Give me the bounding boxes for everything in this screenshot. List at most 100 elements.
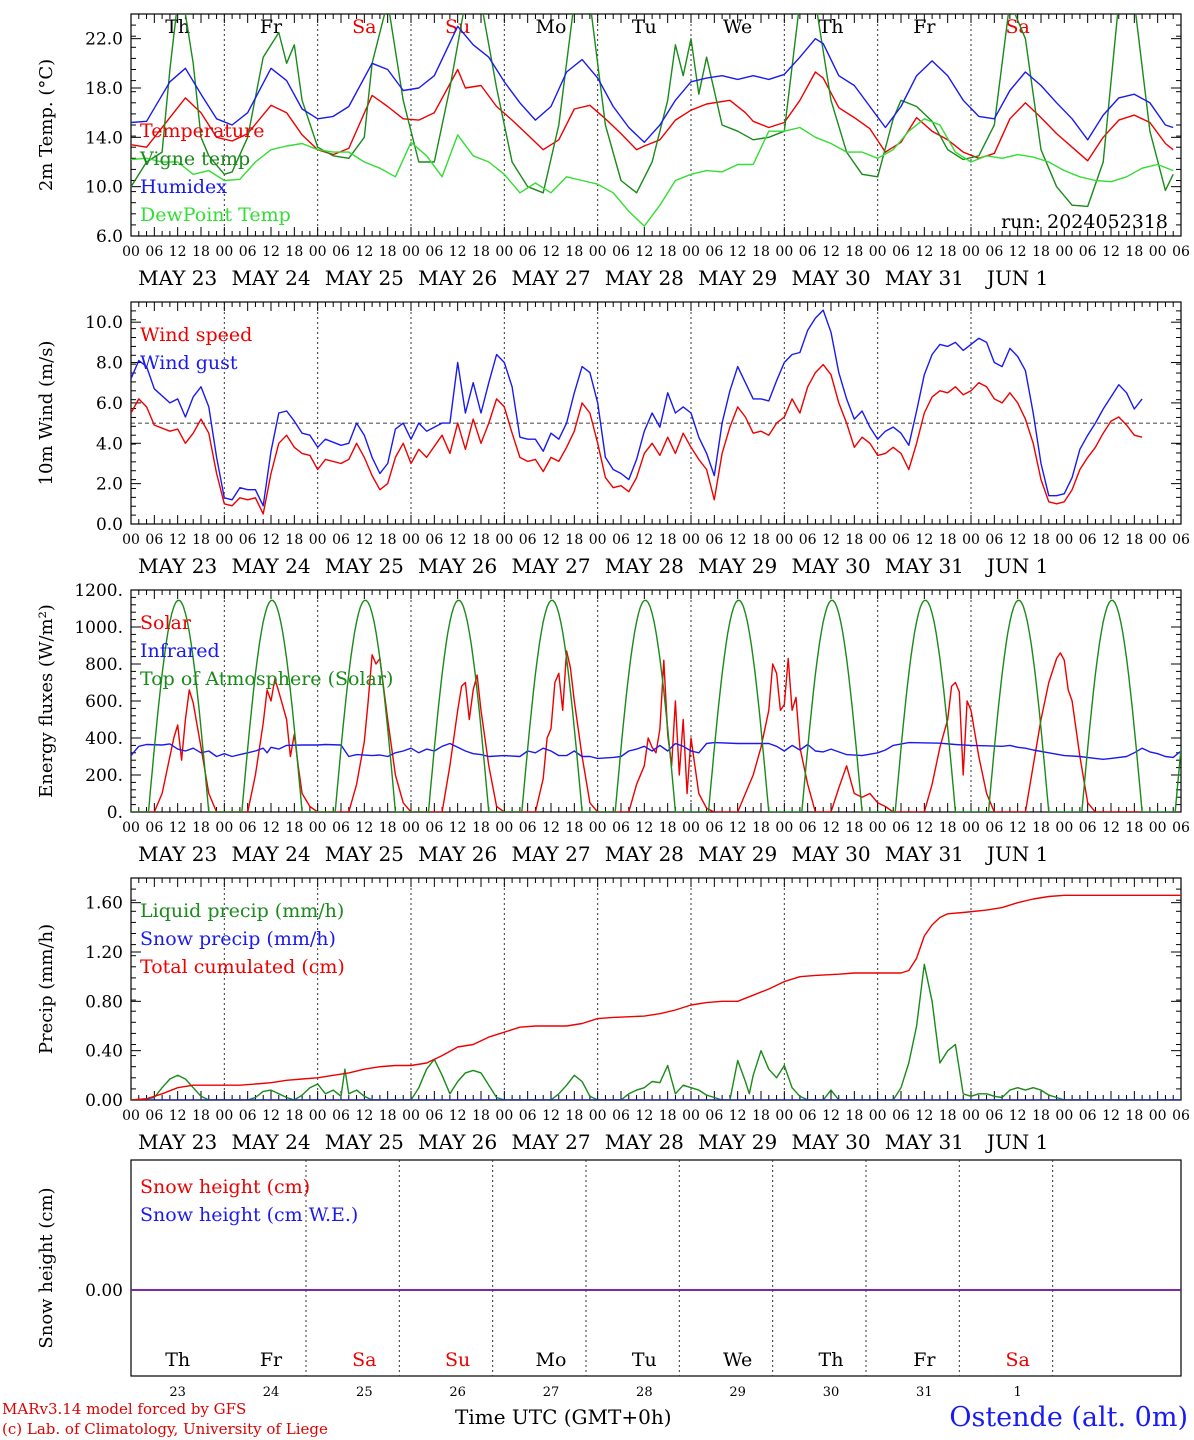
x-date-label: MAY 28: [605, 842, 684, 866]
x-hour-label: 06: [519, 820, 537, 836]
x-hour-label: 18: [192, 1108, 210, 1124]
x-hour-label: 12: [822, 820, 840, 836]
panel-4: 0.00 0.40 0.80 1.20 1.60 Precip (mm/h) 00 06 12 1…: [36, 877, 1190, 1154]
legend-entry: Infrared: [140, 640, 220, 662]
day-of-week-label: Sa: [1005, 16, 1029, 38]
day-of-week-label: We: [723, 16, 752, 38]
legend-entry: Snow height (cm): [140, 1176, 310, 1198]
panel-1: 6.0 10.0 14.0 18.0 22.0 2m Temp. (°C) 00 06 12 18…: [36, 13, 1190, 290]
series-humidex: [131, 25, 1174, 144]
y-tick-label: 0.00: [85, 1091, 123, 1111]
x-hour-label: 00: [682, 244, 700, 260]
y-tick-label: 6.0: [96, 394, 123, 414]
x-hour-label: 06: [239, 244, 257, 260]
x-hour-label: 00: [869, 820, 887, 836]
y-tick-label: 400.: [85, 729, 123, 749]
x-hour-label: 00: [775, 820, 793, 836]
day-of-week-label: Fr: [913, 16, 936, 38]
x-hour-label: 00: [402, 820, 420, 836]
x-hour-label: 06: [892, 820, 910, 836]
x-hour-label: 18: [472, 1108, 490, 1124]
day-of-week-label: Su: [445, 1349, 470, 1371]
x-hour-label: 06: [985, 820, 1003, 836]
y-tick-label: 10.0: [85, 313, 123, 333]
x-hour-label: 12: [729, 1108, 747, 1124]
y-tick-label: 22.0: [85, 30, 123, 50]
x-date-label: MAY 27: [511, 842, 590, 866]
x-hour-label: 00: [309, 244, 327, 260]
day-of-week-label: Sa: [352, 16, 376, 38]
x-hour-label: 00: [495, 244, 513, 260]
x-date-label: MAY 27: [511, 266, 590, 290]
legend-entry: Snow height (cm W.E.): [140, 1204, 358, 1226]
x-hour-label: 18: [752, 1108, 770, 1124]
x-date-label: MAY 26: [418, 1130, 497, 1154]
panel-3: 0. 200. 400. 600. 800. 1000. 1200. Energy fluxe…: [36, 581, 1190, 866]
x-hour-label: 18: [752, 244, 770, 260]
x-hour-label: 06: [239, 532, 257, 548]
x-hour-label: 12: [1102, 532, 1120, 548]
x-hour-label: 06: [799, 820, 817, 836]
x-hour-label: 00: [122, 820, 140, 836]
x-hour-label: 06: [145, 1108, 163, 1124]
day-of-week-label: Sa: [1005, 1349, 1029, 1371]
y-tick-label: 800.: [85, 655, 123, 675]
x-hour-label: 18: [939, 1108, 957, 1124]
x-hour-label: 06: [332, 820, 350, 836]
x-hour-label: 06: [519, 244, 537, 260]
x-hour-label: 06: [612, 532, 630, 548]
x-hour-label: 00: [215, 820, 233, 836]
x-hour-label: 06: [425, 532, 443, 548]
x-hour-label: 12: [542, 820, 560, 836]
x-hour-label: 00: [495, 820, 513, 836]
y-tick-label: 1200.: [74, 581, 123, 601]
x-date-label: MAY 28: [605, 554, 684, 578]
day-number-label: 30: [823, 1385, 840, 1400]
x-hour-label: 12: [355, 1108, 373, 1124]
x-hour-label: 06: [612, 244, 630, 260]
credit-line-1: MARv3.14 model forced by GFS: [2, 1400, 247, 1418]
x-hour-label: 12: [1009, 820, 1027, 836]
x-hour-label: 06: [705, 820, 723, 836]
y-tick-label: 0.: [107, 803, 123, 823]
y-tick-label: 8.0: [96, 354, 123, 374]
x-date-label: MAY 30: [791, 266, 870, 290]
x-date-label: MAY 23: [138, 842, 217, 866]
y-tick-label: 600.: [85, 692, 123, 712]
x-hour-label: 18: [659, 1108, 677, 1124]
x-hour-label: 06: [1172, 532, 1190, 548]
day-of-week-label: We: [723, 1349, 752, 1371]
x-hour-label: 06: [892, 1108, 910, 1124]
x-hour-label: 00: [869, 1108, 887, 1124]
day-number-label: 27: [543, 1385, 560, 1400]
x-date-label: MAY 26: [418, 266, 497, 290]
x-hour-label: 18: [285, 244, 303, 260]
x-hour-label: 00: [1055, 532, 1073, 548]
x-hour-label: 06: [332, 1108, 350, 1124]
x-hour-label: 00: [589, 820, 607, 836]
x-hour-label: 18: [752, 820, 770, 836]
x-hour-label: 18: [379, 532, 397, 548]
y-tick-label: 0.0: [96, 515, 123, 535]
x-hour-label: 00: [1055, 244, 1073, 260]
x-hour-label: 18: [565, 244, 583, 260]
x-hour-label: 06: [1172, 820, 1190, 836]
x-hour-label: 18: [285, 1108, 303, 1124]
series-infrared: [131, 741, 1181, 760]
x-hour-label: 12: [449, 820, 467, 836]
x-hour-label: 12: [1102, 1108, 1120, 1124]
x-hour-label: 18: [565, 532, 583, 548]
series-wind-speed: [131, 363, 1143, 515]
x-hour-label: 12: [262, 532, 280, 548]
x-date-label: MAY 24: [231, 266, 310, 290]
x-hour-label: 12: [729, 244, 747, 260]
x-hour-label: 12: [1009, 532, 1027, 548]
x-hour-label: 12: [729, 532, 747, 548]
x-hour-label: 12: [355, 820, 373, 836]
x-hour-label: 18: [752, 532, 770, 548]
x-hour-label: 06: [612, 1108, 630, 1124]
y-tick-label: 200.: [85, 766, 123, 786]
x-date-label: MAY 25: [325, 842, 404, 866]
x-hour-label: 00: [402, 532, 420, 548]
x-hour-label: 12: [915, 1108, 933, 1124]
